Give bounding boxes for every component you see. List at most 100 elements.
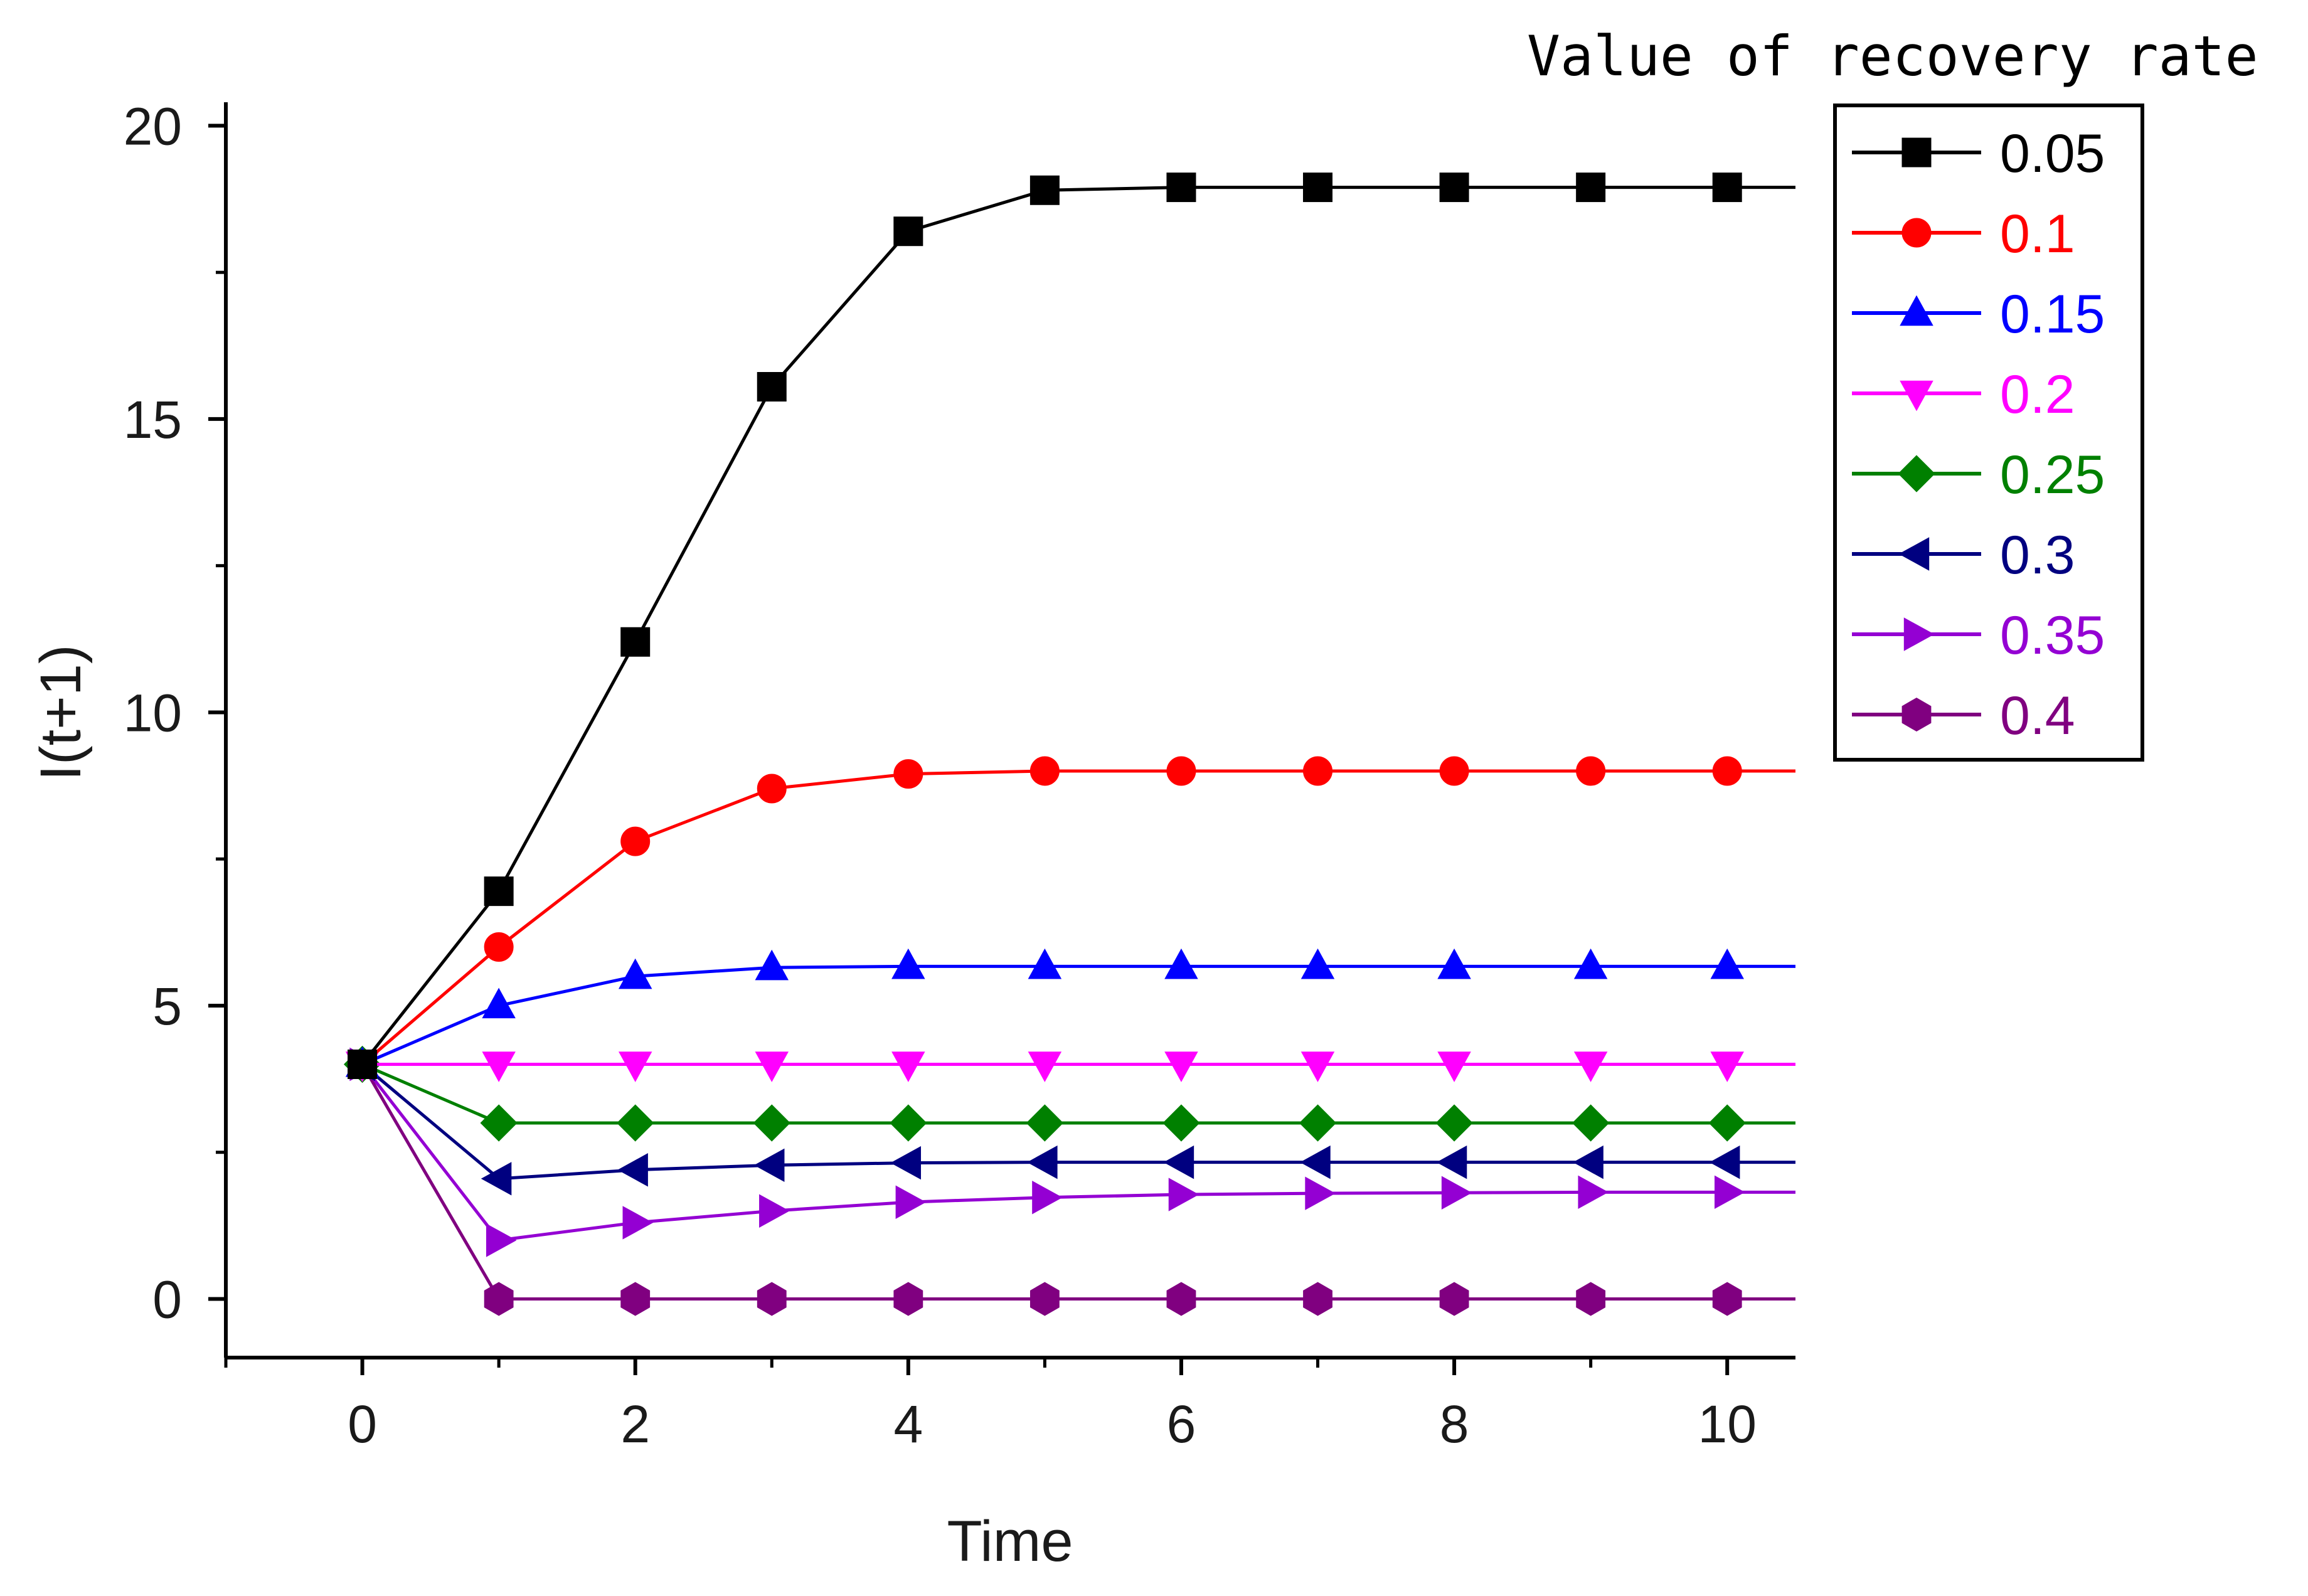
data-point <box>1303 756 1333 786</box>
data-point <box>1166 173 1196 203</box>
series-line <box>361 1063 1795 1301</box>
data-point <box>618 958 652 989</box>
data-point <box>1710 948 1744 979</box>
legend-item: 0.4 <box>1852 686 2075 746</box>
data-point <box>618 1051 652 1082</box>
data-point <box>755 949 789 981</box>
data-point <box>1029 1282 1060 1316</box>
data-point <box>1437 948 1471 979</box>
axes <box>224 102 1795 1359</box>
data-point <box>1032 1180 1063 1215</box>
data-point <box>1439 756 1469 786</box>
x-tick-label: 0 <box>348 1395 377 1454</box>
y-tick-label: 15 <box>124 390 182 449</box>
legend-label: 0.05 <box>2000 124 2105 184</box>
data-point <box>1166 756 1196 786</box>
series-0.2 <box>345 1051 1795 1082</box>
legend-marker <box>1901 218 1932 248</box>
data-point <box>1439 173 1469 203</box>
data-point <box>893 759 923 789</box>
series-layer <box>343 173 1795 1316</box>
legend-box <box>1833 104 2144 762</box>
data-point <box>1162 1104 1200 1142</box>
legend-marker <box>1898 537 1930 571</box>
y-tick-label: 0 <box>152 1270 182 1329</box>
series-line <box>361 186 1795 1066</box>
series-0.15 <box>345 948 1795 1077</box>
series-line <box>361 1063 1795 1242</box>
data-point <box>1436 1145 1467 1179</box>
data-point <box>1572 1104 1610 1142</box>
data-point <box>620 826 651 856</box>
data-point <box>1300 1145 1331 1179</box>
data-point <box>482 1051 516 1082</box>
series-line <box>361 964 1795 1066</box>
series-0.05 <box>348 173 1795 1079</box>
data-point <box>1164 948 1198 979</box>
data-point <box>1439 1282 1469 1316</box>
legend: 0.05 0.1 0.15 0.2 0.25 0.3 0.35 0.4 <box>1833 104 2144 762</box>
data-point <box>1573 1051 1608 1082</box>
data-point <box>757 371 787 402</box>
data-point <box>1300 1051 1335 1082</box>
x-tick-label: 2 <box>620 1395 650 1454</box>
data-point <box>759 1194 790 1228</box>
legend-marker <box>1901 137 1932 168</box>
data-point <box>1576 173 1606 203</box>
x-tick-label: 4 <box>893 1395 923 1454</box>
data-point <box>1028 1051 1062 1082</box>
data-point <box>1708 1104 1746 1142</box>
data-point <box>757 774 787 804</box>
data-point <box>1712 173 1742 203</box>
data-point <box>617 1104 654 1142</box>
data-point <box>1712 756 1742 786</box>
data-point <box>1303 173 1333 203</box>
x-tick-label: 10 <box>1698 1395 1756 1454</box>
legend-label: 0.35 <box>2000 605 2105 666</box>
data-point <box>1437 1051 1471 1082</box>
legend-label: 0.15 <box>2000 284 2105 344</box>
legend-marker <box>1898 455 1935 492</box>
legend-label: 0.1 <box>2000 204 2075 264</box>
legend-marker <box>1901 697 1932 732</box>
data-point <box>1305 1176 1336 1210</box>
data-point <box>1441 1176 1472 1210</box>
data-point <box>1576 756 1606 786</box>
series-line <box>361 1063 1795 1125</box>
data-point <box>755 1051 789 1082</box>
y-tick-label: 20 <box>124 97 182 156</box>
series-0.4 <box>348 1047 1795 1316</box>
y-axis-label: I(t+1) <box>29 644 93 780</box>
data-point <box>480 1104 518 1142</box>
data-point <box>1026 1145 1058 1179</box>
data-point <box>1709 1145 1740 1179</box>
legend-item: 0.1 <box>1852 204 2075 264</box>
series-line <box>361 769 1795 1066</box>
data-point <box>617 1153 648 1187</box>
ticks: 0 2 4 6 8 10 0 5 10 15 20 <box>124 97 1757 1454</box>
data-point <box>891 1051 925 1082</box>
data-point <box>1712 1282 1742 1316</box>
data-point <box>1168 1178 1199 1211</box>
data-point <box>1303 1282 1332 1316</box>
data-point <box>753 1148 785 1183</box>
data-point <box>1166 1282 1196 1316</box>
data-point <box>1715 1175 1745 1210</box>
data-point <box>482 987 516 1019</box>
x-tick-label: 8 <box>1440 1395 1469 1454</box>
legend-item: 0.2 <box>1852 364 2075 425</box>
legend-title: Value of recovery rate <box>1527 24 2258 88</box>
data-point <box>1163 1145 1194 1179</box>
data-point <box>620 627 651 657</box>
legend-item: 0.05 <box>1852 124 2105 184</box>
data-point <box>895 1185 927 1219</box>
data-point <box>1299 1104 1337 1142</box>
data-point <box>484 932 514 962</box>
data-point <box>1576 1282 1606 1316</box>
data-point <box>1710 1051 1744 1082</box>
legend-item: 0.35 <box>1852 605 2105 666</box>
legend-item: 0.25 <box>1852 445 2105 505</box>
data-point <box>1573 948 1608 979</box>
data-point <box>1578 1175 1609 1210</box>
